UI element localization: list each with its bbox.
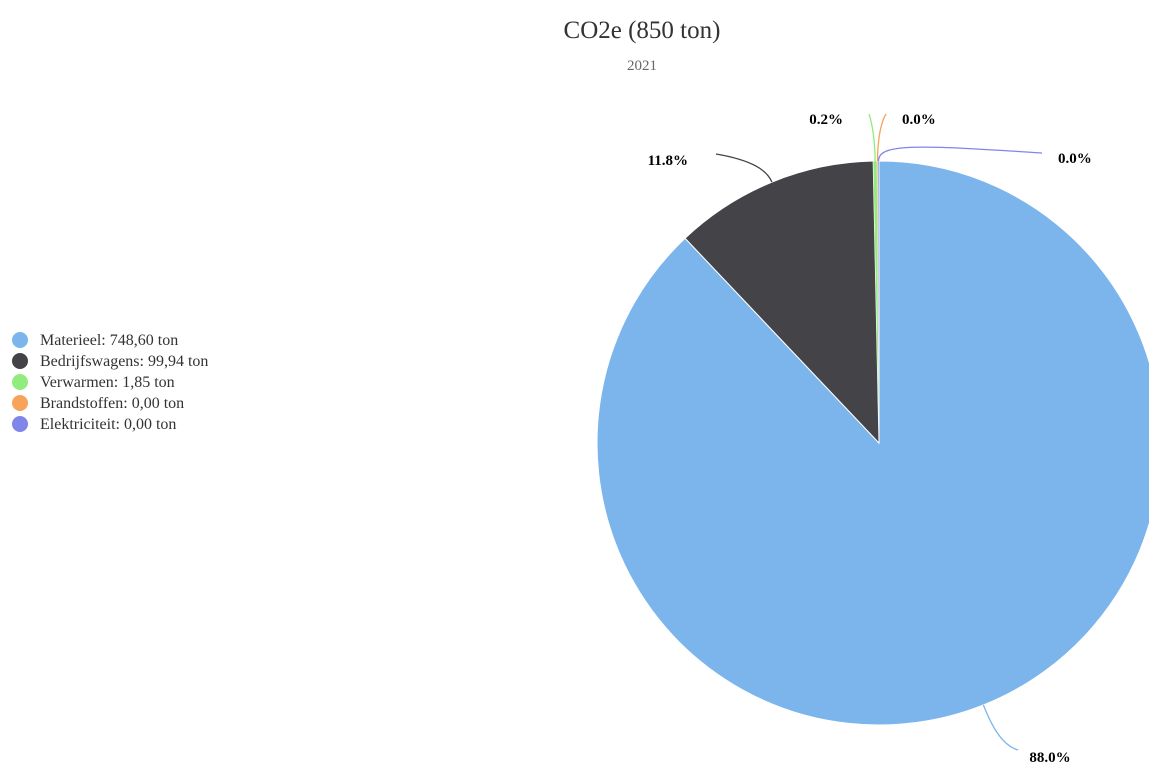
legend-item-materieel[interactable]: Materieel: 748,60 ton bbox=[12, 332, 178, 349]
label-connectors bbox=[715, 113, 1043, 751]
connector-elektriciteit bbox=[877, 146, 1043, 162]
legend-label-materieel: Materieel: 748,60 ton bbox=[40, 332, 178, 349]
data-label-elektriciteit: 0.0% bbox=[1058, 151, 1092, 167]
legend-marker-brandstoffen bbox=[12, 395, 28, 411]
chart-subtitle: 2021 bbox=[627, 58, 657, 74]
data-label-brandstoffen: 0.0% bbox=[902, 112, 936, 128]
legend: Materieel: 748,60 ton Bedrijfswagens: 99,… bbox=[12, 332, 208, 433]
legend-label-bedrijfswagens: Bedrijfswagens: 99,94 ton bbox=[40, 353, 208, 370]
legend-item-bedrijfswagens[interactable]: Bedrijfswagens: 99,94 ton bbox=[12, 353, 208, 370]
data-label-materieel: 88.0% bbox=[1029, 750, 1070, 763]
legend-item-verwarmen[interactable]: Verwarmen: 1,85 ton bbox=[12, 374, 175, 391]
pie-slice-bedrijfswagens[interactable] bbox=[684, 160, 880, 445]
legend-label-verwarmen: Verwarmen: 1,85 ton bbox=[40, 374, 175, 391]
legend-label-elektriciteit: Elektriciteit: 0,00 ton bbox=[40, 416, 176, 433]
chart-title: CO2e (850 ton) bbox=[564, 17, 721, 44]
data-label-bedrijfswagens: 11.8% bbox=[648, 153, 688, 169]
connector-materieel bbox=[982, 704, 1019, 751]
data-labels: 88.0% 11.8% 0.2% 0.0% 0.0% bbox=[648, 112, 1092, 763]
legend-marker-bedrijfswagens bbox=[12, 353, 28, 369]
legend-label-brandstoffen: Brandstoffen: 0,00 ton bbox=[40, 395, 184, 412]
connector-verwarmen bbox=[868, 113, 876, 162]
pie-slices bbox=[596, 160, 1149, 726]
legend-marker-materieel bbox=[12, 332, 28, 348]
connector-brandstoffen bbox=[876, 113, 887, 162]
legend-item-brandstoffen[interactable]: Brandstoffen: 0,00 ton bbox=[12, 395, 184, 412]
legend-item-elektriciteit[interactable]: Elektriciteit: 0,00 ton bbox=[12, 416, 176, 433]
legend-marker-verwarmen bbox=[12, 374, 28, 390]
legend-marker-elektriciteit bbox=[12, 416, 28, 432]
data-label-verwarmen: 0.2% bbox=[809, 112, 843, 128]
connector-bedrijfswagens bbox=[715, 153, 773, 183]
